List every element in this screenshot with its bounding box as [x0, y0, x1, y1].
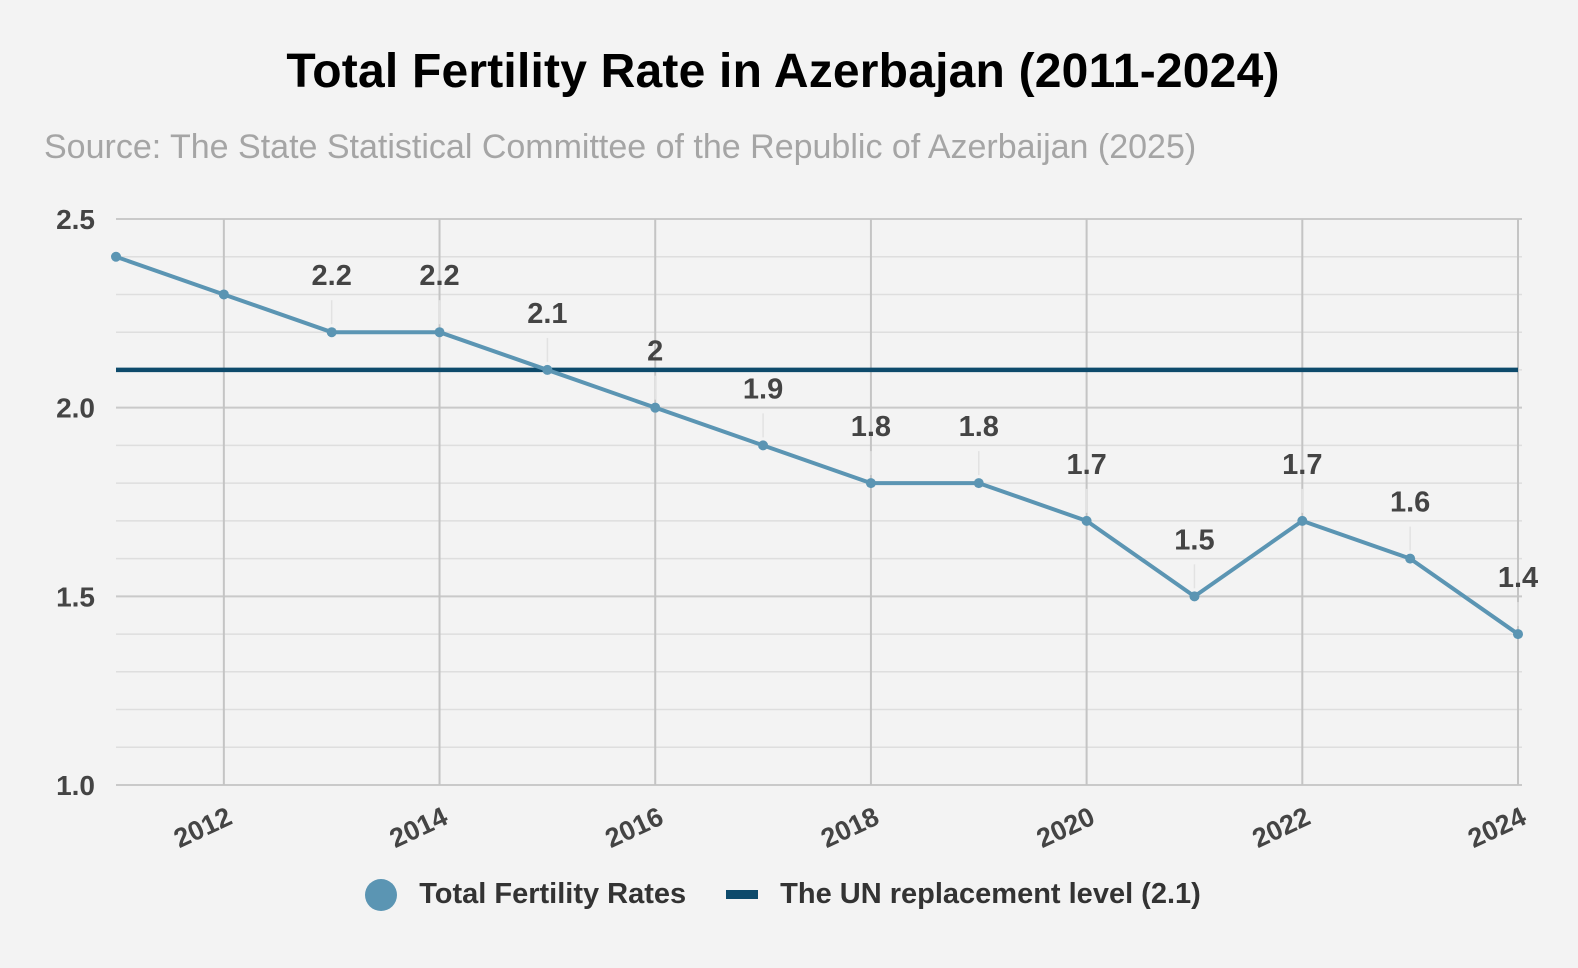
y-tick-label: 1.0 [56, 770, 95, 801]
data-label: 1.7 [1282, 449, 1322, 481]
data-point [758, 440, 769, 451]
legend-item-un-replacement-level[interactable]: The UN replacement level (2.1) [726, 878, 1201, 911]
data-point [865, 478, 876, 489]
data-point [650, 402, 661, 413]
data-label: 1.5 [1174, 524, 1214, 556]
x-tick-label: 2016 [601, 801, 668, 854]
x-tick-label: 2022 [1248, 801, 1315, 854]
series-line-total-fertility-rates [115, 254, 1520, 636]
x-tick-label: 2020 [1032, 801, 1099, 854]
x-tick-label: 2012 [169, 801, 236, 854]
x-tick-label: 2018 [816, 801, 883, 854]
data-label: 2.2 [312, 260, 352, 292]
data-label: 2 [647, 336, 663, 368]
data-point [434, 327, 445, 338]
data-labels: 2.2 2.2 2.1 2 1.9 1.8 1.8 1.7 1.5 1.7 1.6 1.4 [312, 260, 1539, 594]
data-label: 1.4 [1498, 562, 1538, 594]
data-point [1081, 515, 1092, 526]
chart-title: Total Fertility Rate in Azerbajan (2011-… [286, 45, 1280, 98]
legend-label: The UN replacement level (2.1) [780, 878, 1201, 910]
x-tick-label: 2014 [385, 801, 452, 854]
data-label: 1.6 [1390, 487, 1430, 519]
legend-label: Total Fertility Rates [419, 878, 687, 910]
data-label: 1.8 [851, 411, 891, 443]
y-tick-label: 2.5 [56, 204, 95, 235]
data-label-leaders [330, 300, 1519, 627]
data-point [111, 251, 121, 262]
series-layer [111, 251, 1523, 640]
grid-layer [116, 218, 1522, 786]
data-label: 1.8 [959, 411, 999, 443]
data-point [218, 289, 229, 300]
data-point [1297, 515, 1308, 526]
legend-line-icon [726, 890, 759, 899]
data-label: 2.1 [527, 298, 567, 330]
data-point [542, 364, 553, 375]
data-label: 2.2 [419, 260, 459, 292]
legend: Total Fertility Rates The UN replacement… [0, 878, 1566, 911]
axis-labels: 1.0 1.5 2.0 2.5 2012 2014 2016 2018 2020 2022 2024 [56, 204, 1530, 854]
data-point [973, 478, 984, 489]
legend-item-total-fertility-rates[interactable]: Total Fertility Rates [365, 878, 686, 911]
data-point [1405, 553, 1416, 564]
data-label: 1.9 [743, 373, 783, 405]
y-tick-label: 1.5 [56, 581, 95, 612]
data-point [1189, 591, 1200, 602]
data-point [1513, 629, 1523, 640]
chart-subtitle: Source: The State Statistical Committee … [44, 128, 1197, 166]
data-point [326, 327, 337, 338]
legend-dot-icon [365, 878, 398, 911]
x-tick-label: 2024 [1463, 801, 1530, 854]
data-label: 1.7 [1066, 449, 1106, 481]
y-tick-label: 2.0 [56, 393, 95, 424]
